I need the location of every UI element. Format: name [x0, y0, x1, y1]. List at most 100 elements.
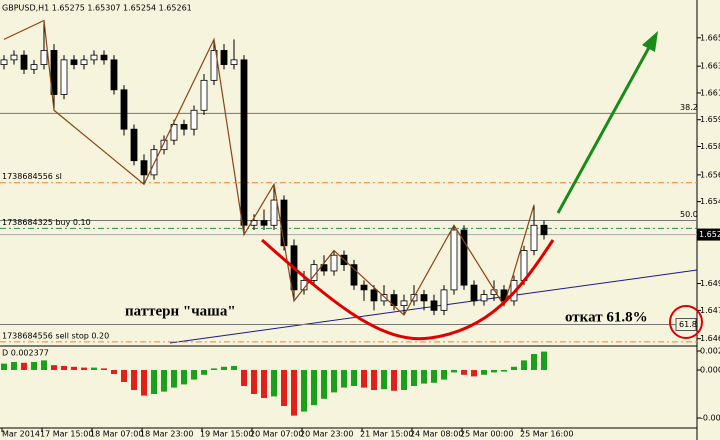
bid-box [697, 228, 720, 241]
oscillator-bar [211, 368, 217, 370]
oscillator-bar [231, 366, 237, 370]
level-label: 38.2 [680, 103, 698, 112]
oscillator-bar [471, 370, 477, 377]
oscillator-bar [251, 370, 257, 394]
candle-body [530, 224, 538, 251]
oscillator-bar [261, 370, 267, 398]
candle-body [260, 220, 268, 226]
oscillator-bar [431, 370, 437, 383]
oscillator-bar [221, 366, 227, 370]
oscillator-bar [481, 370, 487, 375]
candle-body [110, 59, 118, 91]
candle-body [100, 54, 108, 61]
candle-body [220, 50, 228, 65]
candle-body [240, 59, 248, 226]
candle-body [140, 160, 148, 176]
candle-body [440, 289, 448, 311]
oscillator-bar [241, 370, 247, 386]
candle-body [30, 64, 38, 70]
x-tick-label: 19 Mar 15:00 [200, 430, 253, 439]
oscillator-bar [331, 370, 337, 393]
y2-tick-label: 0.002 [700, 346, 720, 355]
oscillator-bar [451, 370, 457, 373]
oscillator-bar [491, 370, 497, 373]
candle-body [120, 89, 128, 130]
candle-body [10, 54, 18, 61]
y-tick-label: 1.646 [700, 334, 720, 343]
candle-body [210, 50, 218, 81]
candle-body [280, 199, 288, 247]
oscillator-bar [351, 370, 357, 386]
y-tick-label: 1.659 [700, 115, 720, 124]
candle-body [50, 50, 58, 95]
candle-body [80, 59, 88, 65]
candle-body [90, 54, 98, 61]
oscillator-bar [501, 370, 507, 372]
x-tick-label: 25 Mar 00:00 [460, 430, 513, 439]
x-tick-label: 18 Mar 23:00 [140, 430, 193, 439]
candle-body [350, 264, 358, 286]
chart-title: GBPUSD,H1 1.65275 1.65307 1.65254 1.6526… [2, 4, 192, 13]
candle-body [540, 224, 548, 236]
oscillator-bar [81, 367, 87, 370]
oscillator-bar [41, 360, 47, 370]
x-tick-label: Mar 2014 [2, 430, 40, 439]
annotation: откат 61.8% [565, 309, 648, 325]
x-tick-label: 21 Mar 15:00 [360, 430, 413, 439]
oscillator-bar [371, 370, 377, 390]
candle-body [460, 229, 468, 286]
oscillator-bar [511, 366, 517, 370]
oscillator-bar [121, 370, 127, 382]
oscillator-bar [391, 370, 397, 391]
highlight-circle [669, 305, 703, 339]
candle-body [190, 109, 198, 130]
oscillator-bar [11, 362, 17, 370]
oscillator-bar [321, 370, 327, 399]
y-tick-label: 1.665 [700, 33, 720, 42]
candle-body [370, 289, 378, 302]
oscillator-bar [21, 362, 27, 370]
oscillator-bar [111, 370, 117, 374]
y-tick-label: 1.658 [700, 142, 720, 151]
y2-tick-label: 0.000 [700, 366, 720, 375]
x-tick-label: 18 Mar 07:00 [90, 430, 143, 439]
candle-body [0, 59, 8, 65]
oscillator-bar [461, 370, 467, 375]
y-tick-label: 1.656 [700, 170, 720, 179]
candle-body [430, 300, 438, 311]
y2-tick-label: -0.006 [700, 414, 720, 423]
oscillator-bar [311, 370, 317, 406]
candle-body [470, 284, 478, 302]
oscillator-bar [301, 370, 307, 412]
order-label: 1738684556 sell stop 0.20 [2, 331, 109, 340]
oscillator-bar [51, 365, 57, 370]
level-box [675, 318, 697, 332]
candle-body [230, 59, 238, 65]
oscillator-bar [131, 370, 137, 390]
y-tick-label: 1.649 [700, 279, 720, 288]
candle-body [200, 79, 208, 111]
order-label: 1738684556 sl [2, 172, 62, 181]
level-label: 50.0 [680, 210, 698, 219]
order-label: 1738684325 buy 0.10 [2, 218, 91, 227]
x-tick-label: 20 Mar 23:00 [300, 430, 353, 439]
oscillator-bar [271, 370, 277, 397]
candle-body [180, 124, 188, 130]
oscillator-bar [1, 363, 7, 370]
x-tick-label: 24 Mar 08:00 [410, 430, 463, 439]
oscillator-bar [151, 370, 157, 394]
y-tick-label: 1.661 [700, 88, 720, 97]
oscillator-bar [361, 370, 367, 388]
candle-body [20, 54, 28, 70]
candle-body [380, 294, 388, 302]
oscillator-bar [521, 360, 527, 370]
level-label: 61.8 [679, 320, 697, 329]
oscillator-bar [171, 370, 177, 388]
oscillator-bar [531, 354, 537, 370]
candle-body [130, 128, 138, 162]
oscillator-bar [181, 370, 187, 385]
candle-body [360, 284, 368, 291]
